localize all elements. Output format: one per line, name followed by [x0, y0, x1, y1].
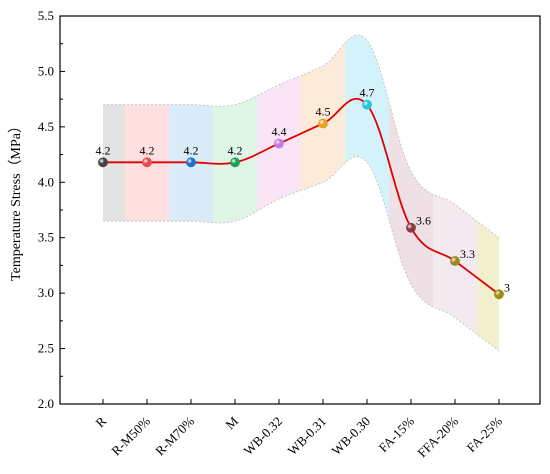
y-tick-label: 4.5	[38, 119, 54, 134]
x-tick-label: WB-0.32	[241, 414, 286, 459]
data-point	[494, 289, 504, 300]
y-tick-label: 5.5	[38, 8, 54, 23]
y-tick-label: 4.0	[38, 174, 54, 189]
data-label: 4.2	[228, 143, 243, 157]
band-segment	[213, 34, 257, 351]
data-point	[230, 157, 240, 168]
y-tick-label: 2.0	[38, 396, 54, 411]
x-tick-label: FFA-20%	[414, 413, 461, 460]
band-segment	[345, 34, 389, 351]
x-tick-label: M	[222, 413, 241, 432]
x-tick-label: FA-25%	[464, 413, 506, 455]
x-tick-label: R-M50%	[108, 413, 153, 458]
data-label: 3.6	[416, 214, 431, 228]
data-markers	[98, 99, 504, 300]
y-axis-ticks: 2.0 2.5 3.0 3.5 4.0 4.5 5.0 5.5	[38, 8, 65, 411]
data-point	[274, 138, 284, 149]
x-tick-label: WB-0.30	[329, 414, 374, 459]
data-label: 4.2	[140, 143, 155, 157]
y-tick-label: 3.5	[38, 230, 54, 245]
y-tick-label: 3.0	[38, 285, 54, 300]
series-line	[103, 97, 500, 295]
data-labels: 4.2 4.2 4.2 4.2 4.4 4.5 4.7 3.6 3.3 3	[96, 86, 511, 295]
band-segment	[169, 34, 213, 351]
x-tick-label: R	[92, 413, 109, 430]
data-point	[186, 157, 196, 168]
x-tick-label: FA-15%	[376, 413, 418, 455]
y-tick-label: 5.0	[38, 63, 54, 78]
data-label: 4.5	[316, 105, 331, 119]
data-label: 4.2	[184, 143, 199, 157]
data-label: 4.4	[272, 124, 287, 138]
data-label: 3	[504, 280, 510, 294]
data-label: 4.2	[96, 143, 111, 157]
x-tick-label: R-M70%	[152, 413, 197, 458]
shaded-bands	[103, 34, 500, 352]
data-point	[450, 256, 460, 266]
data-point	[362, 99, 372, 110]
y-axis-title: Temperature Stress（MPa）	[8, 119, 24, 281]
band-segment	[103, 34, 125, 351]
band-segment	[477, 34, 499, 351]
band-segment	[301, 34, 345, 351]
data-label: 3.3	[460, 247, 475, 261]
x-tick-label: WB-0.31	[285, 414, 330, 459]
y-tick-label: 2.5	[38, 341, 54, 356]
band-segment	[389, 34, 433, 351]
x-axis-ticks: R R-M50% R-M70% M WB-0.32 WB-0.31 WB-0.30 FA-15…	[92, 399, 505, 460]
data-point	[406, 222, 416, 233]
data-point	[98, 157, 108, 168]
data-point	[142, 157, 152, 168]
band-segment	[257, 34, 301, 351]
band-segment	[125, 34, 169, 351]
data-point	[318, 118, 328, 129]
band-segment	[433, 34, 477, 351]
data-label: 4.7	[360, 86, 375, 100]
